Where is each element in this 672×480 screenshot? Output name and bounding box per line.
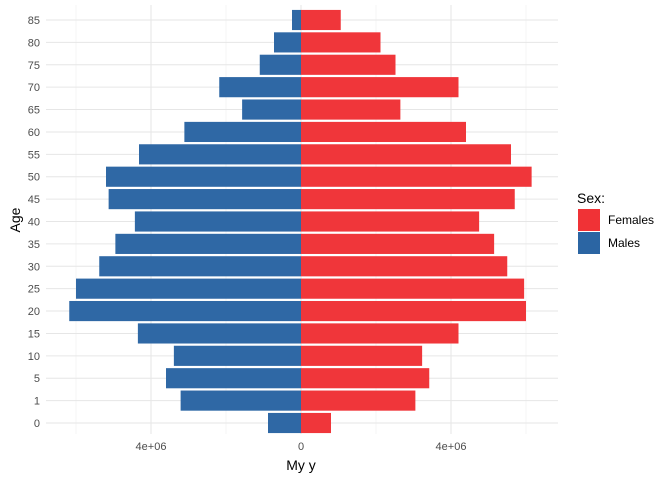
bar-females-0 [301,412,331,434]
bar-females-40 [301,211,480,232]
bar-females-20 [301,300,526,322]
bar-females-75 [301,54,396,75]
y-tick-label: 1 [34,396,40,408]
y-tick-label: 40 [28,217,40,229]
legend-key-males [578,232,600,254]
y-tick-label: 85 [28,15,40,27]
legend-key-females [578,209,600,231]
x-axis-ticks: 4e+06 0 4e+06 [136,441,467,453]
y-tick-label: 15 [28,328,40,340]
bar-males-55 [139,144,301,165]
y-tick-label: 10 [28,351,40,363]
bar-males-65 [242,99,301,120]
bar-males-75 [259,54,301,75]
bar-males-70 [219,77,301,98]
bar-females-80 [301,32,381,53]
legend: Sex: Females Males [577,190,654,254]
bar-females-50 [301,166,532,187]
bar-males-50 [106,166,301,187]
bar-males-45 [108,189,301,210]
y-tick-label: 55 [28,149,40,161]
y-tick-label: 65 [28,105,40,117]
bar-females-55 [301,144,511,165]
y-tick-label: 60 [28,127,40,139]
x-tick-label: 4e+06 [136,441,167,453]
bar-males-85 [292,9,301,31]
bar-males-25 [76,278,301,299]
y-tick-label: 30 [28,261,40,273]
bar-females-45 [301,189,515,210]
y-axis-title: Age [7,207,23,232]
bars [69,9,532,434]
y-tick-label: 70 [28,82,40,94]
legend-label-females: Females [608,213,654,227]
y-tick-label: 80 [28,37,40,49]
bar-males-35 [115,233,301,254]
x-tick-label: 4e+06 [436,441,467,453]
bar-males-15 [137,323,301,344]
bar-males-1 [180,390,301,411]
bar-males-40 [134,211,301,232]
bar-males-20 [69,300,301,322]
bar-males-10 [173,345,301,366]
legend-label-males: Males [608,236,640,250]
y-tick-label: 35 [28,239,40,251]
bar-females-35 [301,233,495,254]
bar-females-25 [301,278,525,299]
bar-females-85 [301,9,341,31]
y-tick-label: 45 [28,194,40,206]
bar-females-15 [301,323,459,344]
y-tick-label: 75 [28,60,40,72]
bar-males-80 [274,32,301,53]
y-tick-label: 5 [34,373,40,385]
bar-females-5 [301,368,430,389]
y-tick-label: 25 [28,284,40,296]
bar-females-10 [301,345,423,366]
bar-males-5 [166,368,301,389]
legend-title: Sex: [577,190,605,206]
bar-females-30 [301,256,508,277]
bar-females-60 [301,121,466,143]
bar-females-65 [301,99,401,120]
bar-males-30 [99,256,301,277]
y-tick-label: 0 [34,418,40,430]
bar-females-70 [301,77,459,98]
x-tick-label: 0 [298,441,304,453]
bar-females-1 [301,390,416,411]
bar-males-60 [184,121,301,143]
y-tick-label: 50 [28,172,40,184]
y-tick-label: 20 [28,306,40,318]
bar-males-0 [268,412,301,434]
x-axis-title: My y [286,457,316,473]
